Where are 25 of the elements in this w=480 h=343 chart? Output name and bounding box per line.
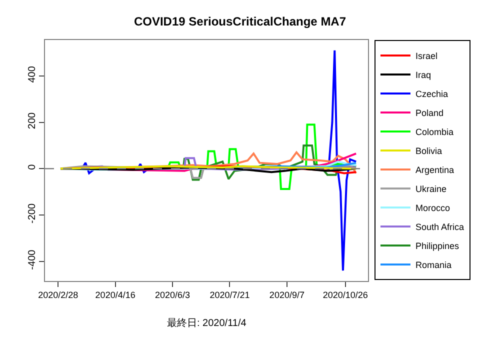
x-tick-label: 2020/2/28: [38, 290, 78, 300]
x-tick-label: 2020/4/16: [95, 290, 136, 300]
legend-label: South Africa: [415, 222, 464, 232]
legend-label: Iraq: [415, 70, 431, 80]
y-tick-label: -200: [27, 203, 38, 224]
chart-title: COVID19 SeriousCriticalChange MA7: [134, 14, 346, 29]
y-tick-label: 0: [27, 164, 38, 170]
x-tick-label: 2020/6/3: [155, 290, 190, 300]
y-tick-label: 200: [27, 112, 38, 130]
x-tick-label: 2020/9/7: [269, 290, 304, 300]
text: 最終日: 2020/11/4: [167, 317, 247, 329]
x-tick-label: 2020/10/26: [322, 290, 368, 300]
legend-label: Colombia: [415, 127, 454, 138]
legend-label: Argentina: [415, 165, 454, 176]
x-tick-label: 2020/7/21: [210, 290, 250, 300]
legend-label: Morocco: [415, 203, 450, 214]
legend-label: Romania: [415, 260, 452, 270]
legend-label: Czechia: [415, 89, 448, 100]
y-tick-label: 400: [27, 66, 38, 83]
y-tick-label: -400: [27, 249, 38, 270]
legend-label: Poland: [415, 108, 444, 118]
legend-label: Ukraine: [415, 184, 446, 194]
legend-label: Israel: [415, 51, 438, 62]
legend-label: Philippines: [415, 241, 460, 252]
legend-label: Bolivia: [415, 146, 442, 156]
